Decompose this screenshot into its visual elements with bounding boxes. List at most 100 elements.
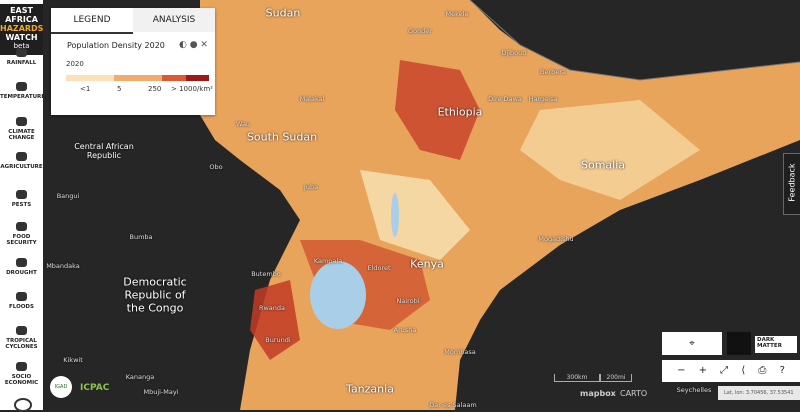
nav-item[interactable]: SOCIO ECONOMIC bbox=[0, 362, 43, 386]
city-label: Berbera bbox=[540, 68, 566, 76]
country-label: South Sudan bbox=[246, 130, 318, 144]
nav-icon bbox=[16, 48, 27, 57]
scale-bar: 200mi bbox=[600, 374, 632, 382]
beta: beta bbox=[13, 42, 30, 50]
nav-label: FOOD SECURITY bbox=[6, 234, 37, 246]
city-label: Kampala bbox=[313, 257, 343, 265]
country-label: Ethiopia bbox=[437, 105, 483, 119]
nav-icon bbox=[16, 292, 27, 301]
nav-icon bbox=[16, 190, 27, 199]
country-label: Central African Republic bbox=[74, 142, 134, 160]
city-label: Nairobi bbox=[396, 297, 420, 305]
lake-victoria bbox=[310, 261, 366, 329]
city-label: Butembo bbox=[251, 270, 281, 278]
icpac-logo: ICPAC bbox=[80, 383, 110, 393]
feedback-label: Feedback bbox=[787, 163, 797, 202]
city-label: Malakal bbox=[299, 95, 325, 103]
city-label: Eldoret bbox=[367, 264, 391, 272]
city-label: Dire Dawa bbox=[488, 95, 522, 103]
tab[interactable]: ANALYSIS bbox=[133, 8, 215, 32]
feedback-tab[interactable]: Feedback bbox=[783, 153, 800, 215]
city-label: Mogadishu bbox=[538, 235, 574, 243]
city-label: Gonder bbox=[408, 27, 432, 35]
basemap-thumb[interactable] bbox=[727, 332, 751, 355]
country-label: Democratic Republic of the Congo bbox=[123, 275, 187, 315]
scale-label: 5 bbox=[117, 85, 122, 93]
scale-label: > 1000/km² bbox=[171, 85, 213, 93]
nav-icon bbox=[16, 117, 27, 126]
city-label: Rwanda bbox=[258, 304, 286, 312]
nav-label: CLIMATE CHANGE bbox=[8, 129, 35, 141]
layer-title: Population Density 2020 bbox=[67, 41, 165, 50]
nav-item[interactable]: DROUGHT bbox=[0, 258, 43, 276]
city-label: Obo bbox=[209, 163, 223, 171]
nav-label: RAINFALL bbox=[6, 60, 37, 66]
ramp-step bbox=[162, 75, 186, 81]
nav-icon bbox=[16, 152, 27, 161]
nav-item[interactable]: TROPICAL CYCLONES bbox=[0, 326, 43, 350]
nav-label: PESTS bbox=[11, 202, 32, 208]
country-label: Kenya bbox=[410, 257, 444, 271]
title-line: AFRICA bbox=[5, 15, 38, 24]
nav-item[interactable]: FLOODS bbox=[0, 292, 43, 310]
coordinates: Lat, lon: 3.70456, 37.53541 bbox=[718, 386, 800, 400]
density-high bbox=[395, 60, 480, 160]
basemap-name[interactable]: DARK MATTER bbox=[755, 336, 797, 353]
title-line: WATCH bbox=[5, 33, 38, 42]
year: 2020 bbox=[66, 60, 84, 68]
map-toolbar[interactable]: − + ⤢ ⟨ ⎙ ? bbox=[662, 360, 800, 382]
city-label: Arusha bbox=[393, 326, 417, 334]
border bbox=[469, 0, 800, 81]
nav-label: TROPICAL CYCLONES bbox=[5, 338, 38, 350]
land-light bbox=[520, 100, 700, 200]
igad-logo: IGAD bbox=[50, 376, 72, 398]
nav-icon bbox=[16, 82, 27, 91]
nav-label: TEMPERATURE bbox=[0, 94, 46, 100]
nav-icon bbox=[16, 326, 27, 335]
city-label: Kananga bbox=[125, 373, 155, 381]
layer-controls[interactable]: ◐ ● ✕ bbox=[179, 40, 208, 50]
tab[interactable]: LEGEND bbox=[51, 8, 133, 34]
nav-item[interactable]: CLIMATE CHANGE bbox=[0, 117, 43, 141]
scale-label: 250 bbox=[148, 85, 162, 93]
scale-bar: 300km bbox=[554, 374, 600, 382]
nav-label: SOCIO ECONOMIC bbox=[4, 374, 39, 386]
country-label: Somalia bbox=[580, 158, 626, 172]
city-label: Mombasa bbox=[444, 348, 476, 356]
city-label: Bumba bbox=[129, 233, 153, 241]
title-line: HAZARDS bbox=[0, 24, 44, 33]
title-line: EAST bbox=[10, 6, 33, 15]
city-label: Seychelles bbox=[676, 386, 712, 394]
nav-label: DROUGHT bbox=[6, 270, 37, 276]
city-label: Dar es Salaam bbox=[429, 401, 477, 409]
app-title: EAST AFRICA HAZARDS WATCH beta bbox=[0, 4, 43, 55]
nav-item[interactable]: TEMPERATURE bbox=[0, 82, 46, 100]
nav-icon bbox=[16, 258, 27, 267]
nav-icon bbox=[16, 362, 27, 371]
country-label: Tanzania bbox=[346, 382, 394, 396]
ramp-step bbox=[114, 75, 162, 81]
city-label: Djibouti bbox=[501, 49, 527, 57]
nav-item[interactable]: RAINFALL bbox=[0, 48, 43, 66]
basemap-button[interactable]: ⌖ bbox=[662, 332, 722, 355]
nav-item[interactable]: AGRICULTURE bbox=[0, 152, 43, 170]
legend-panel: LEGEND ANALYSIS Population Density 2020 … bbox=[51, 8, 215, 115]
ramp-step bbox=[66, 75, 114, 81]
city-label: Kikwit bbox=[63, 356, 83, 364]
scale-label: <1 bbox=[80, 85, 91, 93]
attribution: mapbox bbox=[580, 389, 616, 398]
sidebar: EAST AFRICA HAZARDS WATCH beta RAINFALL T… bbox=[0, 0, 46, 412]
city-label: Bangui bbox=[56, 192, 80, 200]
nav-item[interactable]: PESTS bbox=[0, 190, 43, 208]
land-light bbox=[360, 170, 470, 260]
nav-item[interactable]: FOOD SECURITY bbox=[0, 222, 43, 246]
ramp-step bbox=[186, 75, 209, 81]
attribution: CARTO bbox=[620, 389, 648, 398]
nav-icon bbox=[16, 222, 27, 231]
city-label: Wau bbox=[235, 120, 251, 128]
city-label: Mekele bbox=[445, 10, 469, 18]
color-ramp bbox=[66, 75, 209, 81]
nav-label: FLOODS bbox=[9, 304, 34, 310]
